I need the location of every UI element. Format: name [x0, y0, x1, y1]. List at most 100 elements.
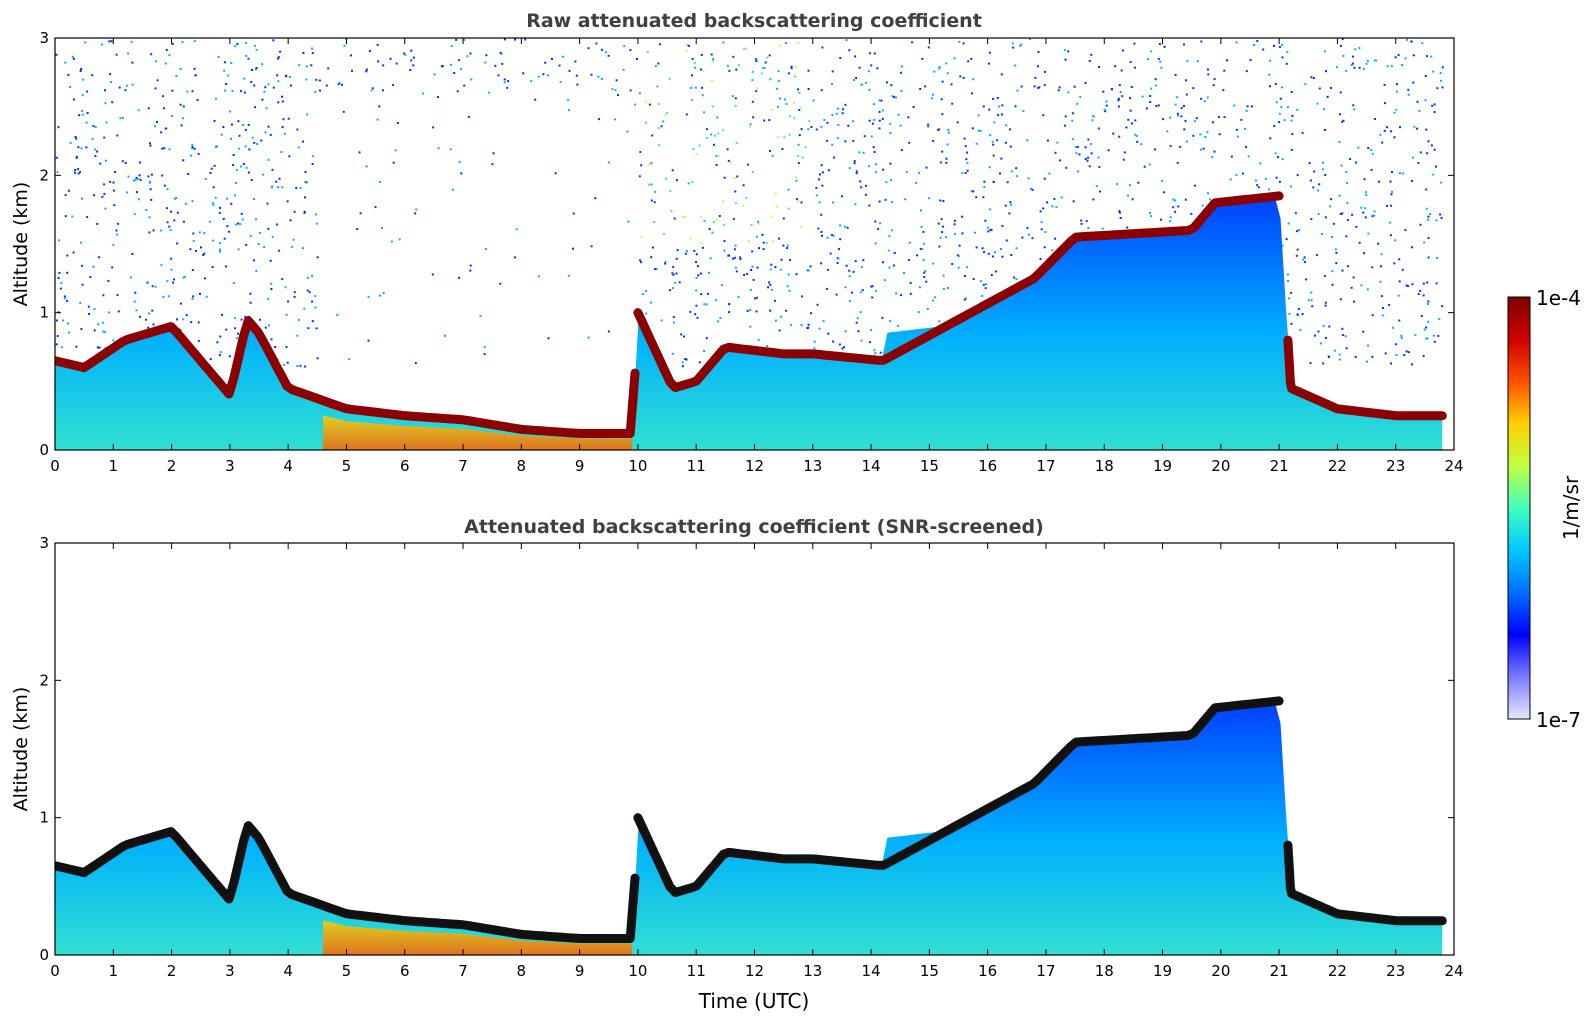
noise-point	[264, 326, 267, 329]
noise-point	[55, 319, 58, 322]
noise-point	[1433, 111, 1436, 113]
x-tick-label: 2	[167, 962, 177, 980]
noise-point	[431, 273, 434, 276]
noise-point	[1268, 188, 1270, 191]
noise-point	[162, 107, 165, 110]
noise-point	[239, 223, 242, 226]
noise-point	[1163, 45, 1166, 48]
noise-point	[1114, 65, 1117, 68]
noise-point	[267, 297, 270, 300]
noise-point	[1160, 218, 1162, 221]
noise-point	[91, 74, 94, 77]
noise-point	[1245, 70, 1248, 73]
noise-point	[1301, 131, 1304, 134]
noise-point	[646, 51, 649, 54]
noise-point	[878, 119, 881, 122]
noise-point	[623, 45, 626, 48]
noise-point	[463, 84, 466, 87]
noise-point	[812, 99, 815, 102]
noise-point	[1399, 172, 1401, 175]
layer-top-line-1	[633, 191, 1284, 392]
noise-point	[1411, 283, 1414, 286]
noise-point	[696, 265, 699, 268]
noise-point	[1117, 105, 1120, 108]
x-tick-label: 17	[1036, 457, 1055, 475]
noise-point	[98, 256, 101, 259]
noise-point	[874, 242, 877, 245]
noise-point	[921, 57, 924, 60]
noise-point	[1339, 91, 1342, 94]
noise-point	[966, 151, 969, 154]
noise-point	[1169, 220, 1172, 223]
noise-point	[212, 186, 215, 189]
noise-point	[800, 128, 803, 131]
noise-point	[989, 208, 992, 211]
noise-point	[798, 134, 801, 137]
noise-point	[1370, 149, 1373, 151]
noise-point	[129, 276, 132, 279]
noise-point	[1048, 172, 1051, 175]
noise-point	[145, 318, 147, 321]
noise-point	[104, 207, 107, 210]
noise-point	[168, 225, 171, 228]
noise-point	[1296, 313, 1299, 316]
noise-point	[1396, 83, 1398, 86]
noise-point	[881, 117, 884, 120]
noise-point	[1390, 204, 1393, 207]
noise-point	[798, 109, 801, 111]
noise-point	[945, 157, 948, 160]
noise-point	[1030, 188, 1032, 190]
noise-point	[79, 171, 81, 174]
noise-point	[1269, 85, 1271, 88]
noise-point	[75, 345, 78, 348]
near-surface-high-backscatter	[323, 415, 633, 450]
noise-point	[150, 53, 153, 56]
noise-point	[996, 97, 999, 100]
noise-point	[990, 228, 993, 231]
noise-point	[251, 136, 254, 139]
noise-point	[726, 148, 729, 151]
noise-point	[768, 54, 771, 57]
noise-point	[231, 89, 234, 92]
noise-point	[226, 225, 229, 228]
noise-point	[1433, 340, 1436, 343]
noise-point	[168, 148, 171, 151]
noise-point	[956, 121, 959, 124]
noise-point	[843, 225, 846, 228]
noise-point	[1028, 233, 1030, 236]
noise-point	[656, 85, 659, 88]
noise-point	[900, 71, 903, 74]
noise-point	[260, 139, 263, 142]
noise-point	[799, 106, 802, 109]
noise-point	[265, 107, 268, 110]
noise-point	[953, 57, 956, 60]
noise-point	[874, 289, 877, 292]
noise-point	[191, 90, 194, 93]
noise-point	[228, 355, 231, 358]
noise-point	[358, 151, 361, 154]
noise-point	[816, 303, 819, 306]
noise-point	[751, 71, 754, 73]
noise-point	[139, 315, 141, 318]
noise-point	[903, 272, 905, 274]
noise-point	[197, 339, 200, 342]
noise-point	[1423, 328, 1426, 331]
noise-point	[1026, 139, 1029, 142]
noise-point	[542, 73, 545, 76]
noise-point	[807, 88, 810, 90]
noise-point	[988, 62, 990, 65]
noise-point	[306, 113, 309, 116]
x-tick-label: 14	[862, 962, 881, 980]
noise-point	[1296, 248, 1299, 251]
noise-point	[1401, 268, 1404, 271]
noise-point	[833, 156, 836, 159]
noise-point	[389, 57, 392, 60]
noise-point	[1365, 194, 1368, 196]
noise-point	[306, 276, 309, 279]
x-tick-label: 16	[978, 457, 997, 475]
noise-point	[1388, 303, 1391, 306]
noise-point	[1090, 53, 1093, 56]
noise-point	[845, 264, 848, 267]
noise-point	[110, 81, 112, 83]
noise-point	[1179, 145, 1182, 148]
